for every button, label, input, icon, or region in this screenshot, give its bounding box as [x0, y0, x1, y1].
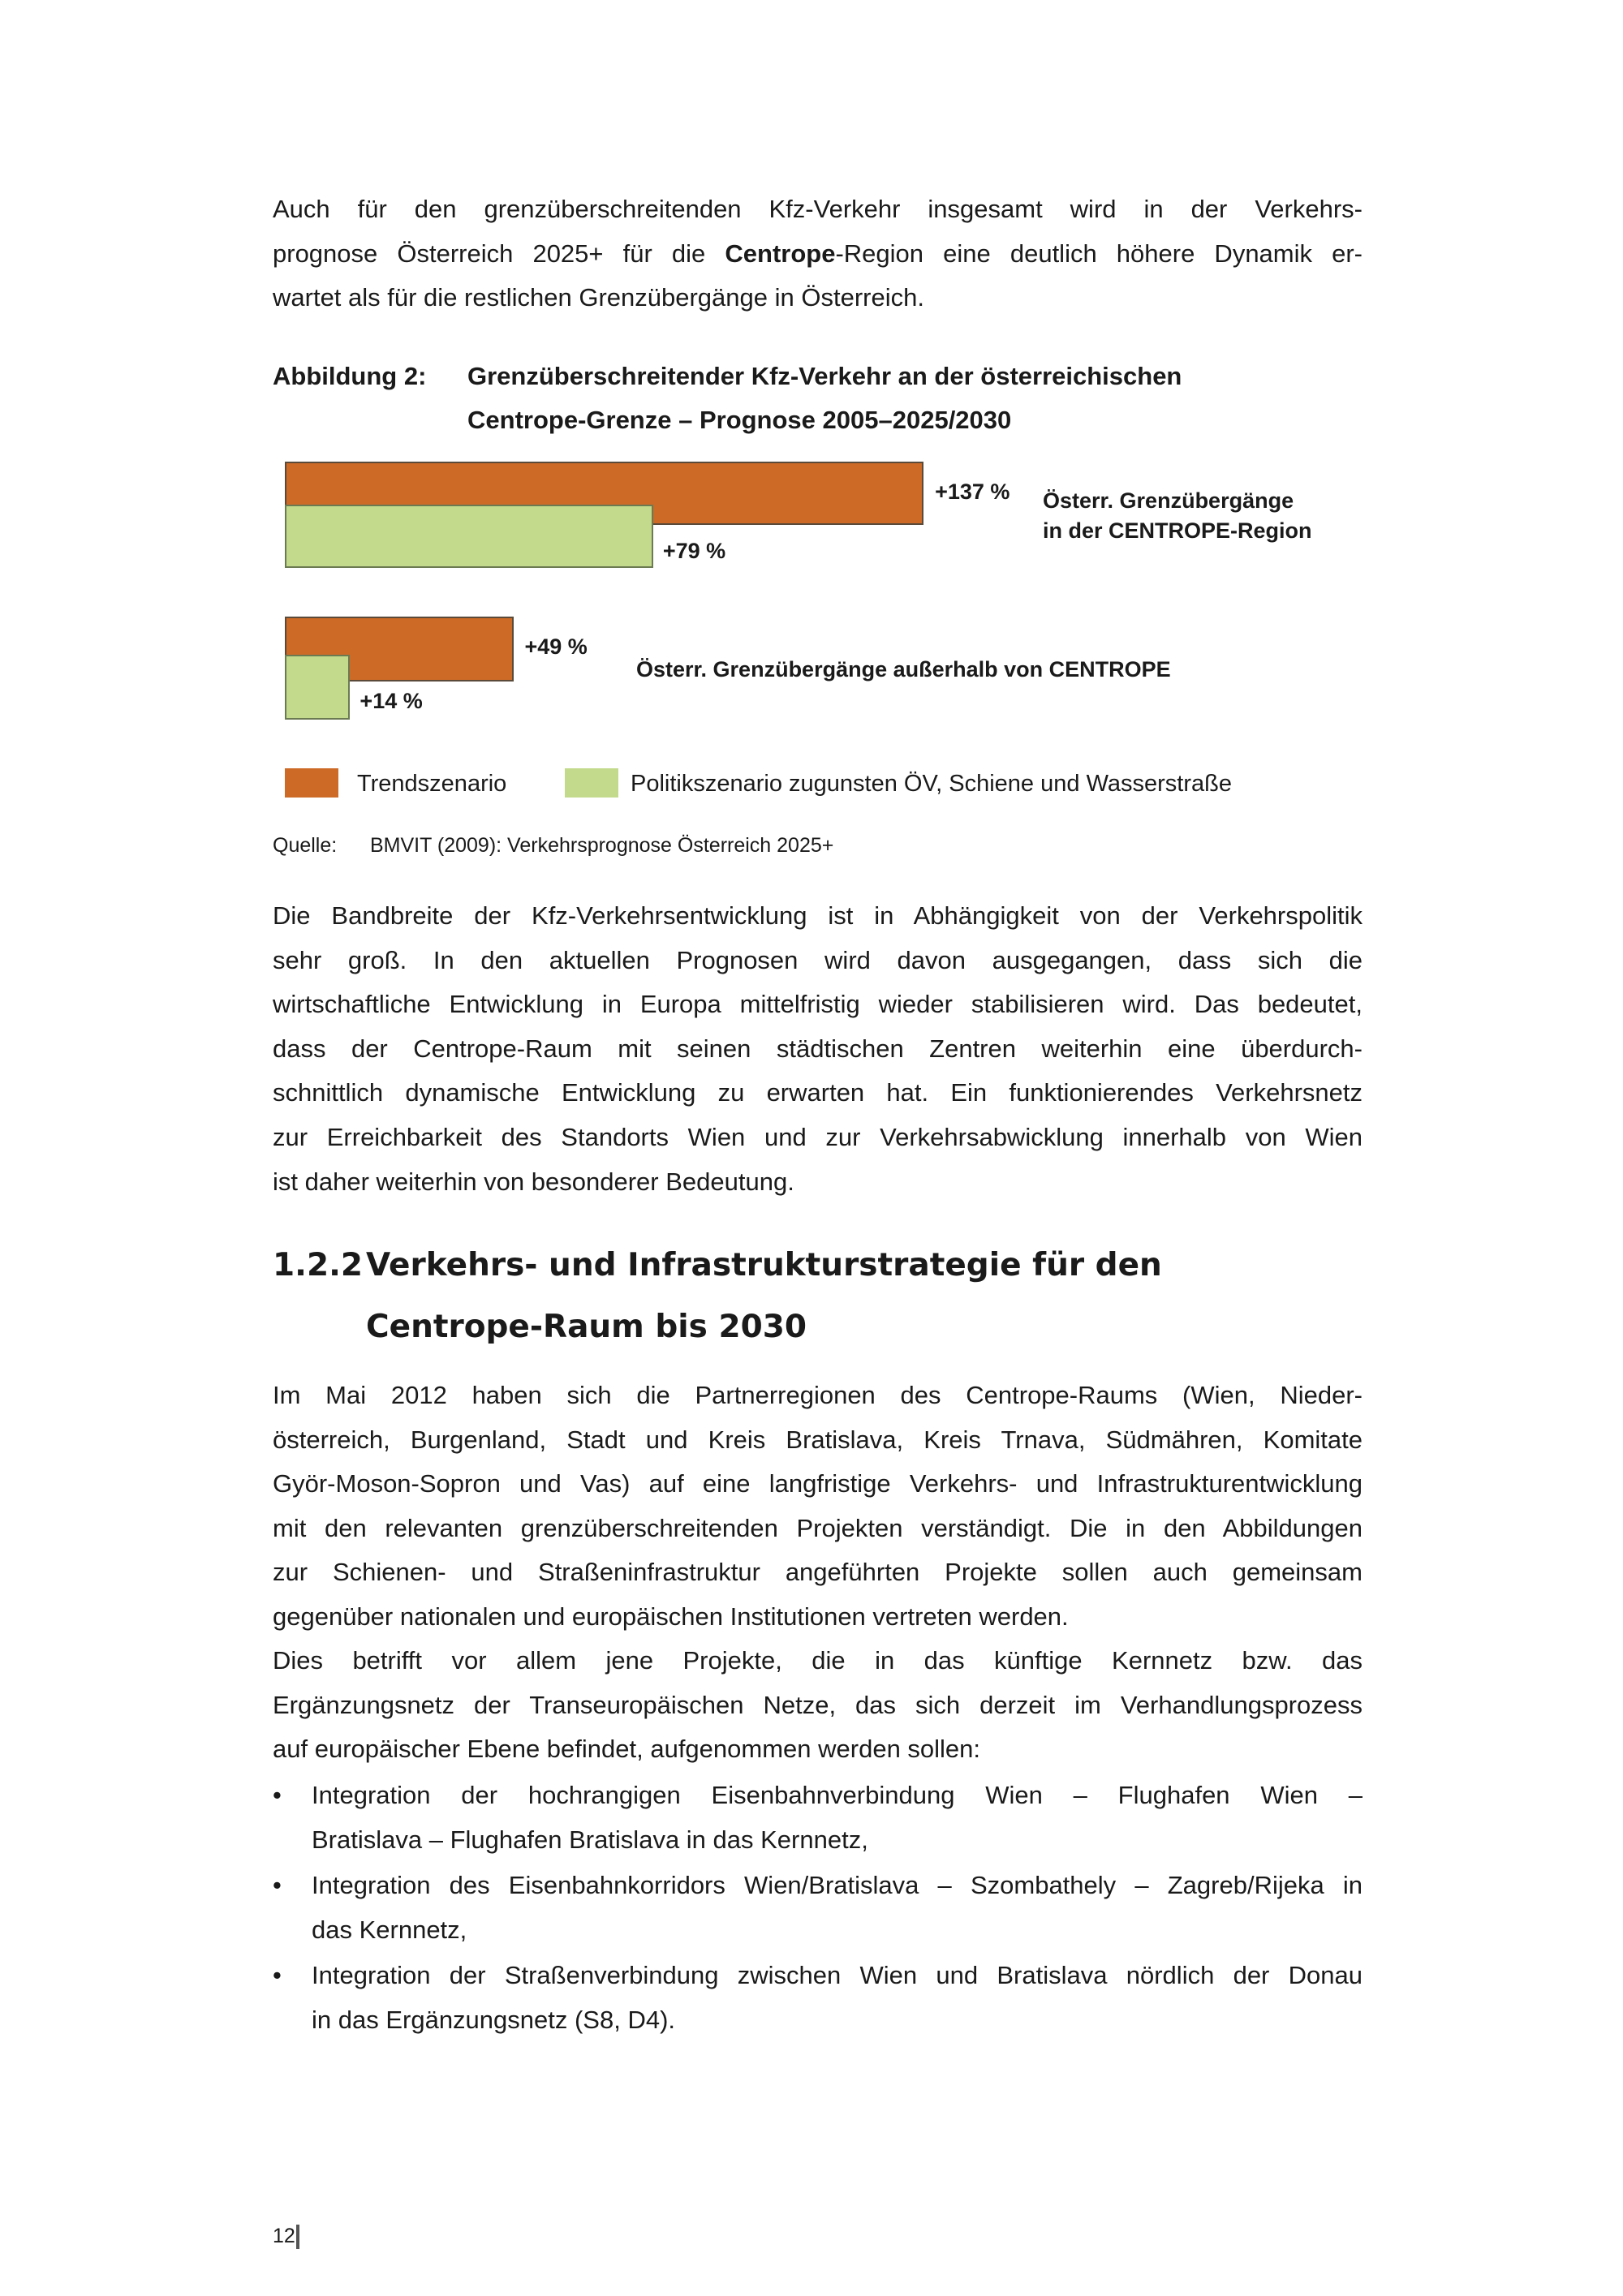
category-label: Österr. Grenzübergänge außerhalb von CEN… [636, 657, 1171, 681]
legend-label-trendszenario: Trendszenario [357, 771, 507, 797]
bullet-icon: • [273, 1961, 282, 1990]
category-label: in der CENTROPE-Region [1043, 518, 1312, 543]
text-line: Auch für den grenzüberschreitenden Kfz-V… [273, 193, 1363, 226]
text-line: Integration der Straßenverbindung zwisch… [312, 1961, 1363, 1990]
text-segment: -Region eine deutlich höhere Dynamik er- [835, 239, 1363, 268]
text-line: gegenüber nationalen und europäischen In… [273, 1602, 1069, 1631]
page-number: 12 [273, 2225, 295, 2247]
text-line: Im Mai 2012 haben sich die Partnerregion… [273, 1381, 1363, 1409]
text-line: schnittlich dynamische Entwicklung zu er… [273, 1078, 1363, 1107]
text-segment: wartet als für die restlichen Grenzüberg… [273, 283, 924, 312]
text-line: ist daher weiterhin von besonderer Bedeu… [273, 1167, 794, 1196]
text-line: Ergänzungsnetz der Transeuropäischen Net… [273, 1690, 1363, 1719]
projects-paragraph: Dies betrifft vor allem jene Projekte, d… [273, 1645, 1363, 1782]
strategy-paragraph: Im Mai 2012 haben sich die Partnerregion… [273, 1379, 1363, 1647]
text-line: das Kernnetz, [312, 1915, 467, 1944]
bandwidth-paragraph: Die Bandbreite der Kfz-Verkehrsentwicklu… [273, 900, 1363, 1208]
bar-politikszenario [285, 655, 351, 720]
legend-swatch-trendszenario [285, 768, 338, 798]
page-number-bar [296, 2225, 299, 2249]
text-line: dass der Centrope-Raum mit seinen städti… [273, 1034, 1363, 1063]
text-line: in das Ergänzungsnetz (S8, D4). [312, 2005, 676, 2034]
legend-label-politikszenario: Politikszenario zugunsten ÖV, Schiene un… [631, 771, 1232, 797]
text-line: prognose Österreich 2025+ für die Centro… [273, 238, 1363, 270]
data-label-trendszenario: +49 % [524, 634, 588, 659]
figure-title-line1: Grenzüberschreitender Kfz-Verkehr an der… [467, 362, 1182, 390]
text-line: zur Erreichbarkeit des Standorts Wien un… [273, 1123, 1363, 1151]
text-segment: Auch für den grenzüberschreitenden Kfz-V… [273, 195, 1363, 223]
text-line: auf europäischer Ebene befindet, aufgeno… [273, 1735, 981, 1764]
section-title-line1: Verkehrs- und Infrastrukturstrategie für… [366, 1247, 1162, 1283]
data-label-trendszenario: +137 % [935, 479, 1010, 504]
section-number: 1.2.2 [273, 1247, 364, 1283]
text-line: zur Schienen- und Straßeninfrastruktur a… [273, 1558, 1363, 1587]
bold-term: Centrope [725, 239, 836, 268]
text-line: wartet als für die restlichen Grenzüberg… [273, 282, 1363, 314]
text-line: wirtschaftliche Entwicklung in Europa mi… [273, 990, 1363, 1019]
text-line: sehr groß. In den aktuellen Prognosen wi… [273, 945, 1363, 974]
bar-politikszenario [285, 505, 653, 568]
text-line: Integration des Eisenbahnkorridors Wien/… [312, 1871, 1363, 1900]
text-segment: prognose Österreich 2025+ für die [273, 239, 725, 268]
category-label: Österr. Grenzübergänge [1043, 488, 1294, 513]
source-text: BMVIT (2009): Verkehrsprognose Österreic… [370, 834, 834, 857]
text-line: Györ-Moson-Sopron und Vas) auf eine lang… [273, 1469, 1363, 1498]
text-line: mit den relevanten grenzüberschreitenden… [273, 1513, 1363, 1542]
source-label: Quelle: [273, 834, 338, 857]
data-label-politikszenario: +79 % [662, 539, 726, 563]
text-line: Integration der hochrangigen Eisenbahnve… [312, 1781, 1363, 1809]
figure-label: Abbildung 2: [273, 362, 427, 390]
data-label-politikszenario: +14 % [359, 689, 423, 713]
text-line: Die Bandbreite der Kfz-Verkehrsentwicklu… [273, 901, 1363, 930]
text-line: österreich, Burgenland, Stadt und Kreis … [273, 1425, 1363, 1454]
bullet-icon: • [273, 1781, 282, 1809]
figure-title-line2: Centrope-Grenze – Prognose 2005–2025/203… [467, 406, 1012, 434]
section-title-line2: Centrope-Raum bis 2030 [366, 1309, 807, 1345]
text-line: Bratislava – Flughafen Bratislava in das… [312, 1825, 868, 1854]
list-item: Integration der hochrangigen Eisenbahnve… [312, 1779, 1363, 1868]
legend-swatch-politikszenario [565, 768, 618, 798]
bullet-icon: • [273, 1871, 282, 1900]
intro-paragraph: Auch für den grenzüberschreitenden Kfz-V… [273, 193, 1363, 312]
list-item: Integration des Eisenbahnkorridors Wien/… [312, 1869, 1363, 1958]
list-item: Integration der Straßenverbindung zwisch… [312, 1959, 1363, 2048]
text-line: Dies betrifft vor allem jene Projekte, d… [273, 1646, 1363, 1675]
